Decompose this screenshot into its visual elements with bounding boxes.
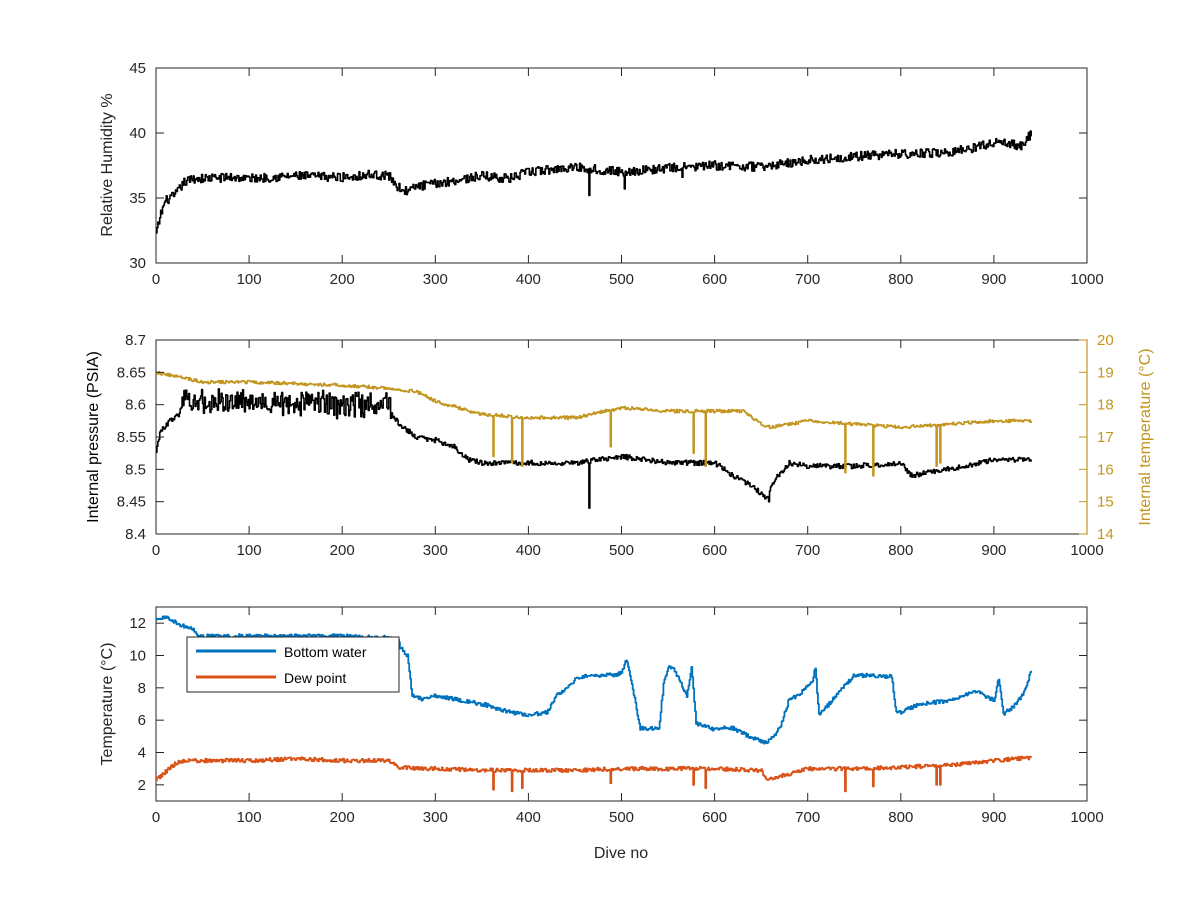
plot-area-humidity xyxy=(155,67,1088,264)
panel-humidity: 0 100 200 300 400 500 600 700 800 900 1000 30 35 40 45… xyxy=(99,60,1104,288)
y-tick-label: 8.65 xyxy=(117,364,146,381)
x-axis-label: Dive no xyxy=(594,845,648,862)
y-tick-label: 8.55 xyxy=(117,429,146,446)
y-tick-label: 40 xyxy=(129,125,146,142)
y-tick-label-right: 14 xyxy=(1097,526,1114,543)
y-tick-label-right: 20 xyxy=(1097,332,1114,349)
series-layer-pressure xyxy=(156,370,1032,509)
y-tick-label: 30 xyxy=(129,255,146,272)
y-tick-label: 8.7 xyxy=(125,332,146,349)
x-tick-label: 300 xyxy=(423,271,448,288)
y-tick-label: 8.45 xyxy=(117,494,146,511)
x-tick-label: 1000 xyxy=(1070,809,1103,826)
y-tick-label-right: 18 xyxy=(1097,397,1114,414)
x-tick-label: 600 xyxy=(702,809,727,826)
x-tick-label: 900 xyxy=(981,271,1006,288)
x-tick-label: 0 xyxy=(152,809,160,826)
y-axis-label-right-temperature: Internal temperature (°C) xyxy=(1137,348,1154,525)
x-tick-label: 1000 xyxy=(1070,271,1103,288)
x-tick-label: 400 xyxy=(516,271,541,288)
y-tick-label: 12 xyxy=(129,615,146,632)
x-tick-label: 400 xyxy=(516,542,541,559)
legend-label-bottom-water: Bottom water xyxy=(284,644,367,660)
x-tick-label: 100 xyxy=(237,809,262,826)
x-tick-label: 200 xyxy=(330,271,355,288)
axis-ticks-humidity: 0 100 200 300 400 500 600 700 800 900 1000 30 35 40 45 xyxy=(129,60,1103,288)
x-tick-label: 300 xyxy=(423,542,448,559)
y-axis-label-pressure: Internal pressure (PSIA) xyxy=(85,351,102,523)
legend-temperature: Bottom water Dew point xyxy=(186,636,400,693)
y-tick-label: 4 xyxy=(138,745,146,762)
x-tick-label: 300 xyxy=(423,809,448,826)
y-tick-label-right: 19 xyxy=(1097,364,1114,381)
x-tick-label: 700 xyxy=(795,542,820,559)
panel-temperature: 0 100 200 300 400 500 600 700 800 900 1000 2 4 6 8 10 12… xyxy=(99,606,1104,826)
x-tick-label: 600 xyxy=(702,271,727,288)
axis-ticks-pressure: 0 100 200 300 400 500 600 700 800 900 1000 8.4 8.45 8… xyxy=(117,332,1114,559)
x-tick-label: 100 xyxy=(237,271,262,288)
x-tick-label: 100 xyxy=(237,542,262,559)
y-tick-label: 6 xyxy=(138,712,146,729)
y-tick-label: 8.4 xyxy=(125,526,146,543)
panel-pressure: 0 100 200 300 400 500 600 700 800 900 1000 8.4 8.45 8… xyxy=(85,332,1154,559)
x-tick-label: 700 xyxy=(795,271,820,288)
y-tick-label: 45 xyxy=(129,60,146,77)
x-tick-label: 500 xyxy=(609,542,634,559)
x-tick-label: 800 xyxy=(888,809,913,826)
plot-area-pressure xyxy=(155,339,1088,535)
y-tick-label: 35 xyxy=(129,190,146,207)
y-tick-label: 8 xyxy=(138,680,146,697)
y-tick-label: 8.5 xyxy=(125,461,146,478)
y-tick-label: 8.6 xyxy=(125,397,146,414)
series-line-pressure-0 xyxy=(156,388,1032,509)
series-line-dew-point xyxy=(156,755,1033,793)
y-axis-label-temperature: Temperature (°C) xyxy=(99,643,116,766)
x-tick-label: 500 xyxy=(609,809,634,826)
axis-ticks-temperature: 0 100 200 300 400 500 600 700 800 900 1000 2 4 6 8 10 12 xyxy=(129,607,1104,826)
series-line-pressure-1 xyxy=(156,370,1032,477)
x-tick-label: 500 xyxy=(609,271,634,288)
x-tick-label: 0 xyxy=(152,271,160,288)
x-tick-label: 800 xyxy=(888,542,913,559)
x-tick-label: 200 xyxy=(330,809,355,826)
y-tick-label-right: 17 xyxy=(1097,429,1114,446)
x-tick-label: 0 xyxy=(152,542,160,559)
y-tick-label: 10 xyxy=(129,648,146,665)
x-tick-label: 900 xyxy=(981,542,1006,559)
x-tick-label: 800 xyxy=(888,271,913,288)
legend-label-dew-point: Dew point xyxy=(284,670,346,686)
series-line-humidity-0 xyxy=(156,130,1032,234)
y-tick-label-right: 15 xyxy=(1097,494,1114,511)
y-tick-label: 2 xyxy=(138,777,146,794)
y-tick-label-right: 16 xyxy=(1097,461,1114,478)
x-tick-label: 200 xyxy=(330,542,355,559)
x-tick-label: 400 xyxy=(516,809,541,826)
x-tick-label: 600 xyxy=(702,542,727,559)
x-tick-label: 700 xyxy=(795,809,820,826)
y-axis-label-humidity: Relative Humidity % xyxy=(99,93,116,236)
legend-box xyxy=(186,636,400,693)
x-tick-label: 1000 xyxy=(1070,542,1103,559)
x-tick-label: 900 xyxy=(981,809,1006,826)
series-layer-humidity xyxy=(156,130,1032,234)
